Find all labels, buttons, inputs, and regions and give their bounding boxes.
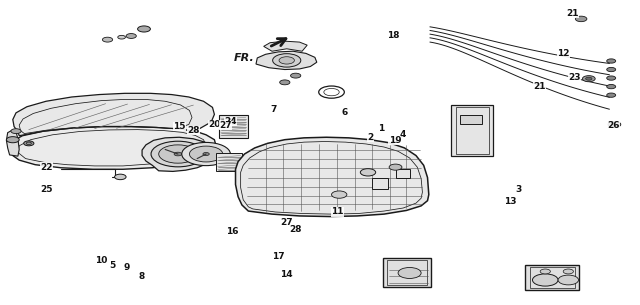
Text: 5: 5	[109, 261, 115, 270]
Polygon shape	[236, 137, 429, 217]
Text: 27: 27	[280, 217, 293, 227]
Circle shape	[126, 34, 136, 38]
Bar	[219, 115, 248, 138]
Circle shape	[273, 54, 301, 67]
Circle shape	[118, 35, 125, 39]
Circle shape	[115, 174, 126, 180]
Bar	[396, 169, 410, 178]
Text: 1: 1	[378, 124, 385, 133]
Circle shape	[332, 191, 347, 198]
Circle shape	[608, 121, 621, 127]
Text: 26: 26	[607, 120, 620, 130]
Polygon shape	[10, 127, 216, 169]
Text: 18: 18	[387, 31, 400, 41]
Text: 25: 25	[40, 185, 52, 194]
Circle shape	[102, 37, 113, 42]
Circle shape	[11, 129, 21, 134]
Circle shape	[291, 73, 301, 78]
Circle shape	[607, 76, 616, 80]
Bar	[460, 115, 482, 124]
Bar	[525, 265, 579, 290]
Text: 8: 8	[139, 271, 145, 281]
Bar	[216, 153, 242, 171]
Circle shape	[607, 67, 616, 72]
Circle shape	[563, 269, 573, 274]
Circle shape	[398, 267, 421, 278]
Circle shape	[26, 142, 31, 145]
Circle shape	[389, 164, 402, 170]
Circle shape	[174, 152, 182, 156]
Text: 4: 4	[400, 130, 406, 139]
Text: 23: 23	[568, 73, 581, 82]
Polygon shape	[6, 131, 19, 156]
Circle shape	[575, 16, 587, 22]
Text: 10: 10	[95, 256, 108, 265]
Text: 7: 7	[270, 105, 276, 114]
Text: 11: 11	[331, 207, 344, 217]
Polygon shape	[256, 51, 317, 70]
Bar	[456, 107, 489, 154]
Text: 22: 22	[40, 163, 52, 172]
Circle shape	[607, 93, 616, 97]
Circle shape	[138, 26, 150, 32]
Circle shape	[532, 274, 558, 286]
Text: 2: 2	[367, 133, 374, 142]
Circle shape	[182, 142, 230, 166]
Circle shape	[280, 80, 290, 85]
Circle shape	[607, 59, 616, 63]
Text: FR.: FR.	[234, 53, 254, 63]
Bar	[372, 178, 388, 189]
Text: 13: 13	[504, 197, 517, 206]
Bar	[387, 260, 427, 285]
Polygon shape	[264, 41, 307, 51]
Polygon shape	[13, 93, 214, 136]
Bar	[451, 105, 493, 156]
Text: 20: 20	[208, 120, 221, 129]
Text: 21: 21	[533, 82, 546, 92]
Circle shape	[159, 145, 197, 163]
Bar	[383, 258, 431, 287]
Text: 6: 6	[341, 108, 348, 117]
Text: 9: 9	[124, 263, 130, 272]
Circle shape	[6, 137, 19, 143]
Polygon shape	[142, 137, 214, 171]
Text: 21: 21	[566, 9, 579, 18]
Circle shape	[607, 84, 616, 89]
Circle shape	[203, 152, 209, 156]
Circle shape	[151, 141, 205, 167]
Circle shape	[24, 141, 34, 146]
Text: 27: 27	[219, 121, 232, 130]
Circle shape	[586, 77, 592, 80]
Text: 19: 19	[388, 136, 401, 145]
Text: 28: 28	[289, 225, 302, 234]
Bar	[530, 267, 575, 288]
Circle shape	[360, 169, 376, 176]
Text: 24: 24	[224, 117, 237, 126]
Text: 12: 12	[557, 49, 570, 58]
Circle shape	[279, 57, 294, 64]
Circle shape	[189, 146, 223, 162]
Text: 15: 15	[173, 122, 186, 131]
Text: 3: 3	[515, 185, 522, 194]
Circle shape	[558, 275, 579, 285]
Text: 16: 16	[226, 227, 239, 236]
Text: 14: 14	[280, 270, 293, 279]
Circle shape	[582, 76, 595, 82]
Circle shape	[540, 269, 550, 274]
Text: 28: 28	[187, 126, 200, 135]
Text: 17: 17	[272, 252, 285, 261]
